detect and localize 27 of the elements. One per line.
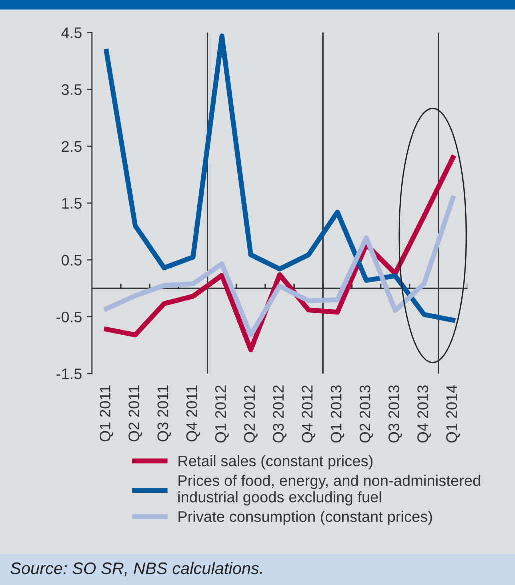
legend-label: Retail sales (constant prices) — [178, 455, 373, 470]
x-tick-label: Q1 2012 — [215, 386, 229, 443]
line-series — [104, 34, 456, 323]
legend-label: Private consumption (constant prices) — [178, 511, 432, 526]
legend-label: Prices of food, energy, and non-administered industrial goods excluding fuel — [178, 475, 480, 506]
x-tick-label: Q4 2012 — [302, 386, 316, 443]
x-tick-label: Q4 2011 — [186, 386, 200, 442]
source-note: Source: SO SR, NBS calculations. — [10, 562, 262, 576]
x-tick-label: Q3 2012 — [273, 386, 287, 443]
y-tick-label: 2.5 — [62, 141, 82, 152]
x-tick-label: Q2 2011 — [128, 386, 142, 442]
line-series — [104, 155, 456, 352]
y-tick-label: -1.5 — [56, 368, 82, 380]
x-tick-label: Q3 2013 — [388, 386, 402, 443]
y-tick-label: 0.5 — [62, 255, 82, 266]
x-tick-label: Q3 2011 — [158, 386, 172, 442]
y-tick-label: 1.5 — [62, 198, 82, 209]
x-tick-label: Q2 2012 — [244, 386, 258, 443]
line-series — [104, 196, 456, 338]
x-tick-label: Q2 2013 — [360, 386, 374, 443]
x-tick-label: Q1 2011 — [100, 386, 114, 442]
y-tick-label: -0.5 — [56, 312, 82, 323]
x-tick-label: Q4 2013 — [418, 386, 432, 443]
x-tick-label: Q1 2013 — [330, 386, 344, 443]
x-tick-label: Q1 2014 — [446, 385, 460, 443]
y-tick-label: 3.5 — [62, 84, 82, 96]
y-tick-label: 4.5 — [62, 28, 82, 38]
